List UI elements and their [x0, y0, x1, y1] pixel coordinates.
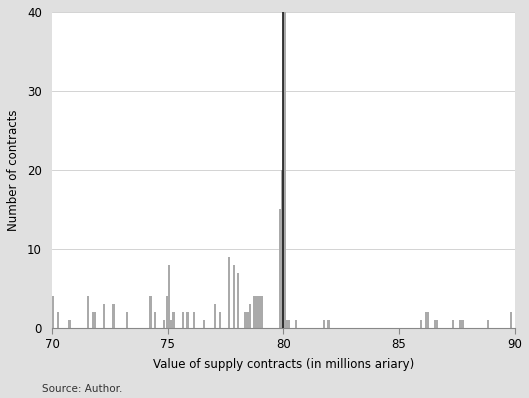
Bar	[172, 312, 175, 328]
Bar	[68, 320, 70, 328]
Bar	[434, 320, 436, 328]
Bar	[149, 296, 151, 328]
Bar	[237, 273, 240, 328]
Bar	[420, 320, 422, 328]
Bar	[510, 312, 512, 328]
Bar	[487, 320, 489, 328]
Bar	[436, 320, 438, 328]
Bar	[281, 170, 284, 328]
Bar	[218, 312, 221, 328]
Bar	[253, 296, 256, 328]
Bar	[57, 312, 59, 328]
Bar	[166, 296, 168, 328]
Bar	[279, 209, 281, 328]
Bar	[52, 296, 54, 328]
Bar	[163, 320, 166, 328]
Bar	[186, 312, 188, 328]
Bar	[154, 312, 156, 328]
Bar	[193, 312, 196, 328]
Bar	[203, 320, 205, 328]
Bar	[103, 304, 105, 328]
Bar	[214, 304, 216, 328]
Bar	[286, 320, 288, 328]
Bar	[233, 265, 235, 328]
Bar	[249, 304, 251, 328]
Bar	[87, 296, 89, 328]
Bar	[126, 312, 129, 328]
Bar	[244, 312, 247, 328]
Bar	[327, 320, 330, 328]
Bar	[424, 312, 427, 328]
Text: Source: Author.: Source: Author.	[42, 384, 123, 394]
Bar	[256, 296, 258, 328]
X-axis label: Value of supply contracts (in millions ariary): Value of supply contracts (in millions a…	[153, 358, 414, 371]
Bar	[284, 12, 286, 328]
Bar	[461, 320, 464, 328]
Bar	[228, 257, 230, 328]
Bar	[182, 312, 184, 328]
Bar	[258, 296, 260, 328]
Bar	[427, 312, 429, 328]
Bar	[459, 320, 461, 328]
Bar	[94, 312, 96, 328]
Bar	[288, 320, 290, 328]
Bar	[170, 320, 172, 328]
Bar	[112, 304, 115, 328]
Bar	[260, 296, 262, 328]
Bar	[247, 312, 249, 328]
Bar	[295, 320, 297, 328]
Bar	[92, 312, 94, 328]
Bar	[168, 265, 170, 328]
Bar	[452, 320, 454, 328]
Bar	[323, 320, 325, 328]
Y-axis label: Number of contracts: Number of contracts	[7, 109, 20, 230]
